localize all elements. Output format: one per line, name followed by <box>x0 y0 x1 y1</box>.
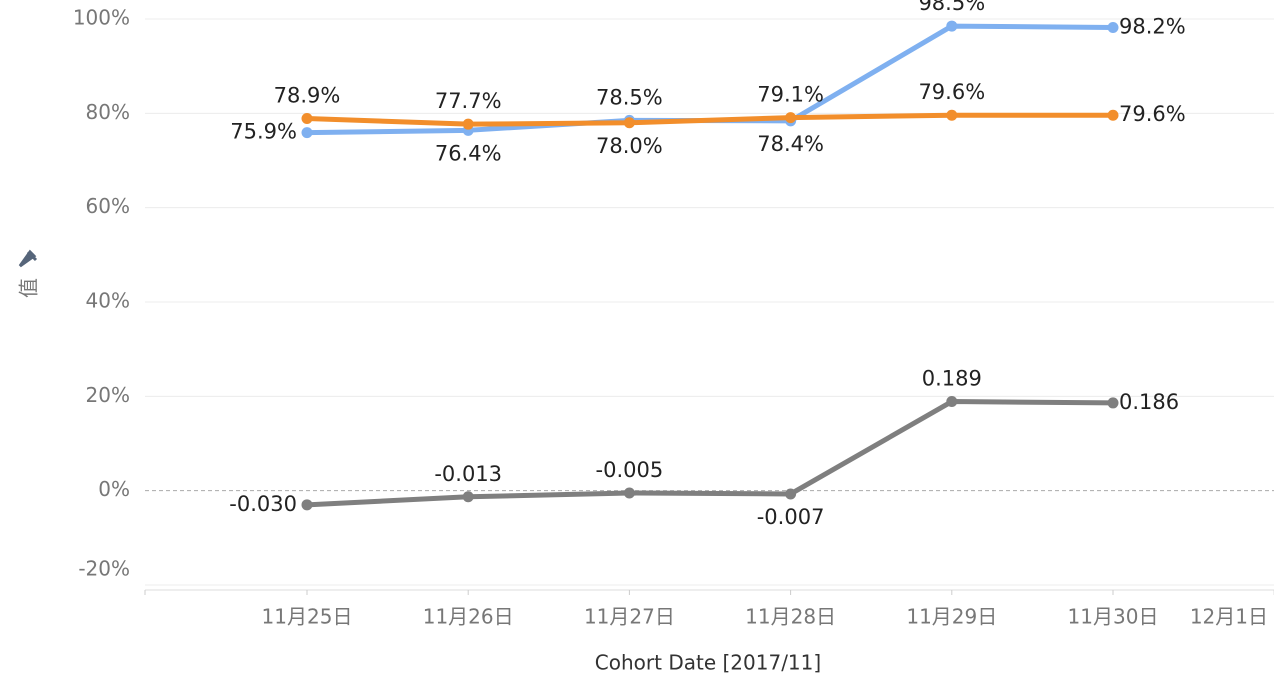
data-label: 78.0% <box>596 134 663 158</box>
data-label: -0.030 <box>229 492 297 516</box>
x-tick-label: 11月28日 <box>745 605 836 629</box>
data-label: 98.5% <box>918 0 985 15</box>
data-label: -0.013 <box>434 462 502 486</box>
y-tick-label: 100% <box>73 6 130 30</box>
data-label: 76.4% <box>435 141 502 165</box>
point <box>1107 109 1119 121</box>
series-line <box>306 399 1114 508</box>
y-axis-title: 值 <box>17 278 41 298</box>
data-label: 77.7% <box>435 89 502 113</box>
pin-icon <box>18 249 38 268</box>
point <box>623 117 635 129</box>
data-label: 79.6% <box>1119 102 1186 126</box>
data-label: 78.5% <box>596 85 663 109</box>
x-tick-label: 11月30日 <box>1068 605 1159 629</box>
point <box>946 109 958 121</box>
x-axis-title: Cohort Date [2017/11] <box>595 651 821 675</box>
x-tick-label: 11月29日 <box>906 605 997 629</box>
data-label: 0.189 <box>922 367 982 391</box>
y-tick-label: 80% <box>86 100 130 124</box>
point <box>1107 21 1119 33</box>
y-tick-label: 40% <box>86 289 130 313</box>
y-tick-label: 20% <box>86 383 130 407</box>
data-label: -0.005 <box>596 458 664 482</box>
data-label: 79.6% <box>918 80 985 104</box>
data-label: 75.9% <box>230 120 297 144</box>
data-label: 98.2% <box>1119 14 1186 38</box>
point <box>462 118 474 130</box>
data-label: -0.007 <box>757 505 825 529</box>
point <box>946 396 958 408</box>
x-tick-label: 11月25日 <box>262 605 353 629</box>
data-label: 78.9% <box>274 84 341 108</box>
x-tick-label: 12月1日 <box>1190 605 1268 629</box>
x-tick-label: 11月27日 <box>584 605 675 629</box>
y-tick-label: 0% <box>98 477 130 501</box>
y-tick-label: 60% <box>86 194 130 218</box>
data-label: 79.1% <box>757 83 824 107</box>
point <box>785 488 797 500</box>
point <box>462 491 474 503</box>
y-tick-label: -20% <box>78 557 130 581</box>
point <box>785 112 797 124</box>
data-label: 78.4% <box>757 132 824 156</box>
data-label: 0.186 <box>1119 390 1179 414</box>
point <box>301 499 313 511</box>
point <box>623 487 635 499</box>
x-tick-label: 11月26日 <box>423 605 514 629</box>
series-line <box>306 112 1113 127</box>
point <box>301 113 313 125</box>
point <box>946 20 958 32</box>
point <box>301 127 313 139</box>
point <box>1107 397 1119 409</box>
